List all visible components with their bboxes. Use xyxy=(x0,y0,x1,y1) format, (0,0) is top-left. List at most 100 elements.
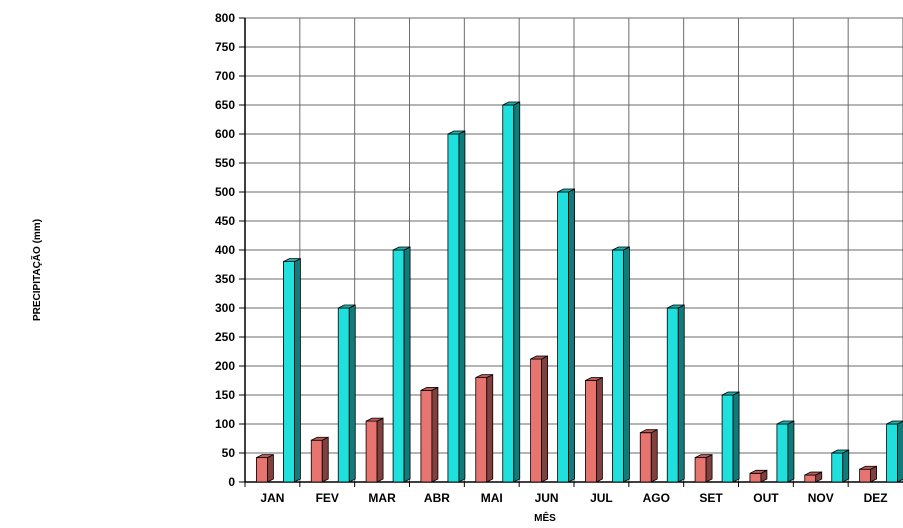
bar-front xyxy=(502,104,515,483)
bar-side xyxy=(376,417,384,483)
y-tick-label: 750 xyxy=(215,40,235,54)
x-tick-label: DEZ xyxy=(864,491,888,505)
bar-front xyxy=(694,457,707,483)
bar-side xyxy=(458,130,466,483)
x-tick-label: AGO xyxy=(643,491,670,505)
bar-front xyxy=(557,191,569,483)
bar-ago-1 xyxy=(639,429,658,483)
bar-nov-1 xyxy=(804,471,823,483)
bar-top xyxy=(776,420,795,425)
bar-top xyxy=(447,130,466,135)
bar-fev-1 xyxy=(310,436,329,483)
bar-abr-2 xyxy=(447,130,466,483)
bar-front xyxy=(310,439,323,483)
bar-top xyxy=(612,246,630,251)
bar-top xyxy=(392,246,411,251)
bar-top xyxy=(749,469,768,474)
bar-front xyxy=(530,358,542,483)
bar-top xyxy=(667,304,685,309)
bar-side xyxy=(677,304,685,483)
y-tick-label: 650 xyxy=(215,98,235,112)
bar-fev-2 xyxy=(337,304,356,483)
bar-mai-1 xyxy=(475,373,494,483)
bar-front xyxy=(776,423,789,483)
bar-side xyxy=(431,386,439,483)
bar-front xyxy=(256,457,268,483)
bar-ago-2 xyxy=(666,304,685,483)
y-tick-label: 350 xyxy=(215,272,235,286)
bar-top xyxy=(859,465,877,470)
x-tick-label: OUT xyxy=(753,491,779,505)
x-tick-label: JAN xyxy=(260,491,284,505)
bar-jul-1 xyxy=(585,376,603,483)
y-tick-label: 100 xyxy=(215,417,235,431)
y-tick-label: 800 xyxy=(215,11,235,25)
y-tick-label: 250 xyxy=(215,330,235,344)
label-layer: 0 50 100 150 200 250 300 350 400 450 500 550 600 650 7… xyxy=(215,11,888,505)
axis-layer xyxy=(239,17,903,487)
x-tick-label: JUN xyxy=(535,491,559,505)
y-tick-label: 50 xyxy=(222,446,236,460)
x-tick-label: NOV xyxy=(808,491,834,505)
bar-side xyxy=(568,188,575,483)
bar-side xyxy=(705,453,713,483)
bar-front xyxy=(639,432,652,483)
bar-side xyxy=(267,453,274,483)
bar-mar-1 xyxy=(365,417,384,483)
x-tick-label: JUL xyxy=(590,491,613,505)
bar-mar-2 xyxy=(392,246,411,483)
bar-dez-2 xyxy=(886,420,903,483)
bar-top xyxy=(640,429,658,434)
bar-side xyxy=(403,246,411,483)
bar-front xyxy=(886,423,898,483)
y-tick-label: 550 xyxy=(215,156,235,170)
bar-out-1 xyxy=(749,469,768,483)
bar-front xyxy=(283,261,295,483)
bar-front xyxy=(337,307,350,483)
bar-side xyxy=(541,355,548,483)
y-tick-label: 700 xyxy=(215,69,235,83)
y-tick-label: 300 xyxy=(215,301,235,315)
bar-top xyxy=(338,304,356,309)
bar-dez-1 xyxy=(859,465,877,483)
bar-top xyxy=(694,454,713,459)
bar-side xyxy=(294,257,301,483)
bar-jun-1 xyxy=(530,355,548,483)
bar-top xyxy=(475,374,493,379)
y-tick-label: 400 xyxy=(215,243,235,257)
x-tick-label: ABR xyxy=(424,491,450,505)
bar-side xyxy=(486,373,494,483)
y-tick-label: 500 xyxy=(215,185,235,199)
x-tick-label: SET xyxy=(699,491,723,505)
bar-top xyxy=(420,386,439,391)
bar-top xyxy=(557,188,575,193)
bar-side xyxy=(623,246,630,483)
bar-front xyxy=(475,377,488,483)
bar-front xyxy=(831,452,844,483)
bar-front xyxy=(749,472,762,483)
bar-front xyxy=(612,249,624,483)
bar-jun-2 xyxy=(557,188,575,483)
bar-set-1 xyxy=(694,453,713,483)
bar-side xyxy=(732,391,740,483)
bar-top xyxy=(530,355,548,360)
y-tick-label: 0 xyxy=(228,475,235,489)
bar-front xyxy=(666,307,679,483)
bar-top xyxy=(502,101,520,106)
bar-front xyxy=(804,474,817,483)
bar-front xyxy=(585,380,597,483)
bar-top xyxy=(886,420,903,425)
bar-top xyxy=(721,391,740,396)
bar-set-2 xyxy=(721,391,740,483)
bar-side xyxy=(650,429,658,483)
bar-side xyxy=(842,449,850,483)
x-tick-label: MAI xyxy=(481,491,503,505)
x-tick-label: FEV xyxy=(316,491,339,505)
bar-top xyxy=(365,417,384,422)
bar-top xyxy=(804,471,822,476)
bar-out-2 xyxy=(776,420,795,483)
bar-front xyxy=(721,394,734,483)
bar-side xyxy=(321,436,329,483)
